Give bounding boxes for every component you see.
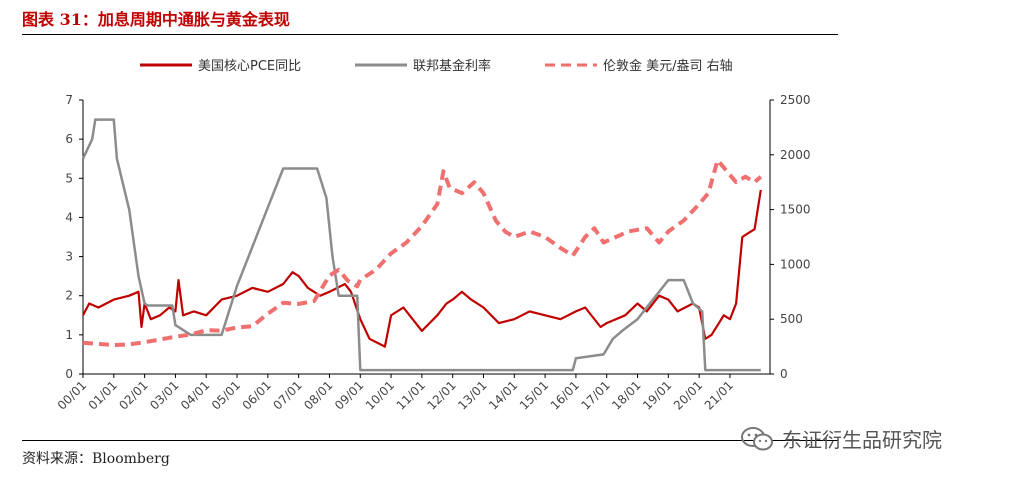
wechat-icon <box>741 426 773 450</box>
x-tick-label: 15/01 <box>517 378 551 412</box>
x-tick-label: 13/01 <box>455 378 489 412</box>
right-tick-label: 2000 <box>780 148 811 162</box>
x-tick-label: 11/01 <box>394 378 428 412</box>
legend-label-1: 联邦基金利率 <box>413 58 491 74</box>
series-lines <box>81 118 763 372</box>
x-tick-label: 10/01 <box>363 378 397 412</box>
x-tick-label: 04/01 <box>178 378 212 412</box>
chart-canvas: 美国核心PCE同比 联邦基金利率 伦敦金 美元/盎司 右轴 0 1 2 3 4 5 6 7 0 500… <box>55 58 811 413</box>
x-tick-label: 12/01 <box>424 378 458 412</box>
x-tick-label: 08/01 <box>301 378 335 412</box>
source-note: 资料来源：Bloomberg <box>22 451 170 467</box>
left-tick-label: 4 <box>65 210 73 224</box>
x-tick-label: 21/01 <box>702 378 736 412</box>
left-tick-label: 2 <box>65 289 73 303</box>
legend-label-2: 伦敦金 美元/盎司 右轴 <box>603 58 733 74</box>
x-tick-label: 02/01 <box>116 378 150 412</box>
series-line-0 <box>82 189 762 348</box>
title-rule <box>22 34 838 35</box>
x-tick-label: 00/01 <box>55 378 89 412</box>
left-tick-label: 3 <box>65 250 73 264</box>
right-tick-label: 2500 <box>780 93 811 107</box>
watermark: 东证衍生品研究院 <box>740 424 942 453</box>
x-tick-label: 19/01 <box>640 378 674 412</box>
x-tick-label: 17/01 <box>578 378 612 412</box>
right-tick-label: 1000 <box>780 257 811 271</box>
left-tick-label: 5 <box>65 171 73 185</box>
watermark-text: 东证衍生品研究院 <box>782 428 942 452</box>
right-tick-label: 0 <box>780 367 788 381</box>
x-tick-label: 01/01 <box>86 378 120 412</box>
x-tick-label: 16/01 <box>548 378 582 412</box>
x-tick-label: 06/01 <box>240 378 274 412</box>
left-tick-label: 6 <box>65 132 73 146</box>
chart-title: 图表 31：加息周期中通胀与黄金表现 <box>22 10 290 29</box>
x-tick-label: 09/01 <box>332 378 366 412</box>
source-rule <box>22 440 838 441</box>
series-line-1 <box>81 118 761 372</box>
x-tick-label: 03/01 <box>147 378 181 412</box>
x-tick-label: 18/01 <box>609 378 643 412</box>
x-tick-label: 14/01 <box>486 378 520 412</box>
left-tick-label: 0 <box>65 367 73 381</box>
legend-label-0: 美国核心PCE同比 <box>198 59 301 74</box>
axes: 0 1 2 3 4 5 6 7 0 500 1000 1500 2000 2500 00/0101/0102… <box>55 93 811 413</box>
x-tick-label: 20/01 <box>671 378 705 412</box>
left-tick-label: 7 <box>65 93 73 107</box>
right-tick-label: 1500 <box>780 203 811 217</box>
left-tick-label: 1 <box>65 328 73 342</box>
x-tick-label: 05/01 <box>209 378 243 412</box>
right-tick-label: 500 <box>780 312 803 326</box>
series-line-2 <box>82 158 763 347</box>
x-tick-label: 07/01 <box>270 378 304 412</box>
legend: 美国核心PCE同比 联邦基金利率 伦敦金 美元/盎司 右轴 <box>140 58 733 74</box>
